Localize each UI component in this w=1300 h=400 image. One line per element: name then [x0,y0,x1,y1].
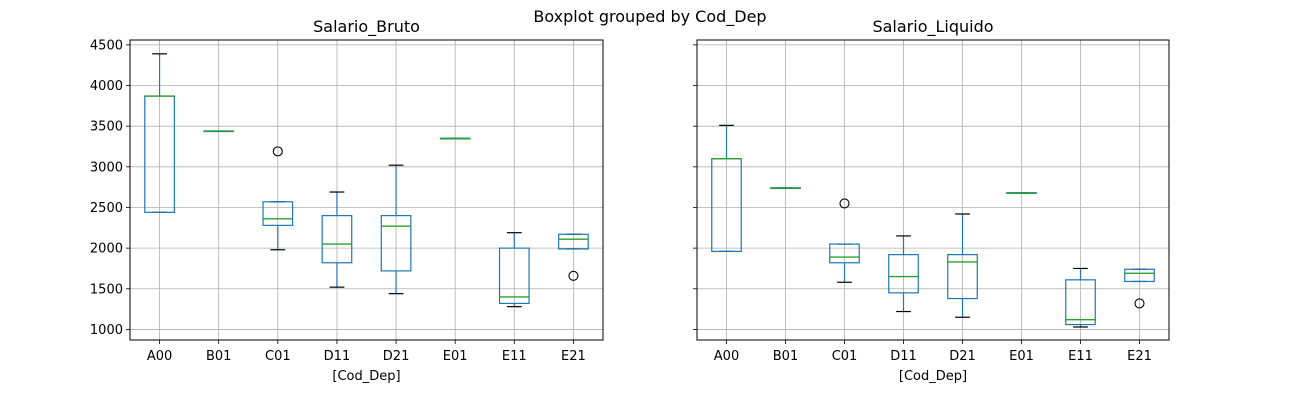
iqr-box [1124,268,1155,283]
y-tick-label: 2500 [90,201,123,216]
axes-frame [696,39,1170,341]
y-tick-label: 2000 [90,242,123,257]
x-tick-label: E01 [1009,349,1034,364]
x-axis-label-salario-liquido: [Cod_Dep] [899,369,967,384]
box-a00 [144,53,175,213]
y-tick-label: 1000 [90,323,123,338]
box-e01 [439,137,471,140]
panel-salario-bruto: Salario_Bruto [Cod_Dep] 1000 1500 2000 2500… [90,17,604,384]
box-c01 [829,198,860,283]
y-tick-label: 4000 [90,79,123,94]
iqr-box [262,201,294,226]
iqr-box [380,215,412,272]
x-tick-label: D21 [383,349,410,364]
outlier-point [568,270,579,281]
box-e21 [1124,268,1155,309]
iqr-box [1065,279,1096,326]
x-tick-label: D21 [949,349,976,364]
y-tick-label: 1500 [90,282,123,297]
iqr-box [498,247,530,305]
box-e01 [1006,192,1037,194]
iqr-box [947,254,978,300]
x-tick-label: E21 [561,349,586,364]
figure-suptitle: Boxplot grouped by Cod_Dep [533,7,766,27]
x-tick-label: D11 [324,349,351,364]
box-e11 [498,232,530,308]
x-tick-label: B01 [773,349,798,364]
outlier-point [839,198,850,209]
x-tick-label: C01 [265,349,291,364]
panel-title-salario-liquido: Salario_Liquido [872,17,993,37]
grid-lines [130,40,603,340]
iqr-box [321,215,353,264]
box-b01 [770,187,801,190]
outlier-point [272,146,283,157]
x-tick-label: E01 [443,349,468,364]
box-e21 [558,233,589,281]
x-tick-label: E11 [1068,349,1093,364]
box-d11 [321,191,353,288]
box-c01 [262,146,294,251]
iqr-box [558,233,589,250]
outlier-point [1134,298,1145,309]
x-tick-label: E11 [502,349,527,364]
box-e11 [1065,267,1096,328]
iqr-box [829,243,860,264]
box-d11 [888,235,919,313]
x-axis-label-salario-bruto: [Cod_Dep] [332,369,400,384]
axes-frame [129,39,604,341]
panel-title-salario-bruto: Salario_Bruto [313,17,420,37]
box-d21 [380,164,412,295]
iqr-box [888,254,919,294]
panel-salario-liquido: Salario_Liquido [Cod_Dep] A00 B01 C01 D11 D2… [693,17,1170,384]
x-tick-label: E21 [1127,349,1152,364]
x-tick-label: D11 [890,349,917,364]
grid-lines [697,40,1169,340]
x-tick-label: A00 [714,349,739,364]
x-tick-label: B01 [206,349,231,364]
box-d21 [947,213,978,318]
x-tick-label: A00 [147,349,172,364]
x-tick-label: C01 [832,349,858,364]
y-tick-label: 3500 [90,120,123,135]
y-tick-label: 4500 [90,38,123,53]
box-b01 [203,130,235,133]
box-a00 [711,124,742,252]
y-tick-label: 3000 [90,160,123,175]
